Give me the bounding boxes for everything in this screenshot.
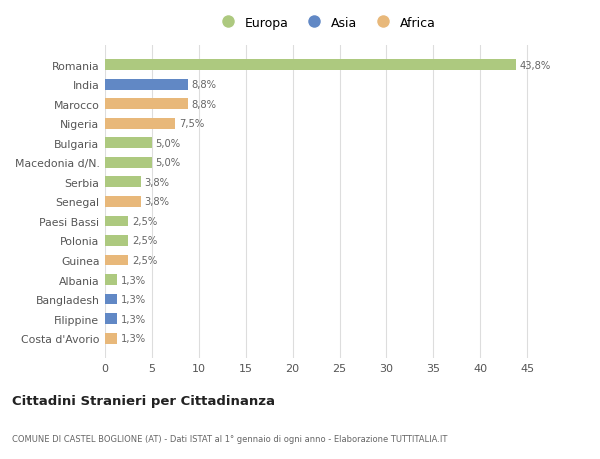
Text: 1,3%: 1,3% xyxy=(121,275,146,285)
Bar xyxy=(105,333,117,344)
Text: 2,5%: 2,5% xyxy=(132,236,157,246)
Text: 1,3%: 1,3% xyxy=(121,334,146,343)
Text: 8,8%: 8,8% xyxy=(191,100,217,109)
Bar xyxy=(105,60,516,71)
Text: 2,5%: 2,5% xyxy=(132,217,157,226)
Bar xyxy=(105,138,152,149)
Bar xyxy=(105,216,128,227)
Text: 43,8%: 43,8% xyxy=(520,61,551,70)
Bar xyxy=(105,79,188,90)
Text: 5,0%: 5,0% xyxy=(155,158,181,168)
Text: COMUNE DI CASTEL BOGLIONE (AT) - Dati ISTAT al 1° gennaio di ogni anno - Elabora: COMUNE DI CASTEL BOGLIONE (AT) - Dati IS… xyxy=(12,434,448,442)
Text: 1,3%: 1,3% xyxy=(121,295,146,304)
Bar xyxy=(105,235,128,246)
Bar xyxy=(105,274,117,285)
Text: 8,8%: 8,8% xyxy=(191,80,217,90)
Bar xyxy=(105,255,128,266)
Legend: Europa, Asia, Africa: Europa, Asia, Africa xyxy=(210,11,441,34)
Bar xyxy=(105,313,117,325)
Text: Cittadini Stranieri per Cittadinanza: Cittadini Stranieri per Cittadinanza xyxy=(12,394,275,407)
Text: 2,5%: 2,5% xyxy=(132,256,157,265)
Text: 3,8%: 3,8% xyxy=(145,197,169,207)
Bar xyxy=(105,99,188,110)
Text: 5,0%: 5,0% xyxy=(155,139,181,148)
Text: 1,3%: 1,3% xyxy=(121,314,146,324)
Bar xyxy=(105,177,140,188)
Text: 7,5%: 7,5% xyxy=(179,119,205,129)
Bar xyxy=(105,118,175,129)
Bar xyxy=(105,294,117,305)
Text: 3,8%: 3,8% xyxy=(145,178,169,187)
Bar xyxy=(105,157,152,168)
Bar xyxy=(105,196,140,207)
